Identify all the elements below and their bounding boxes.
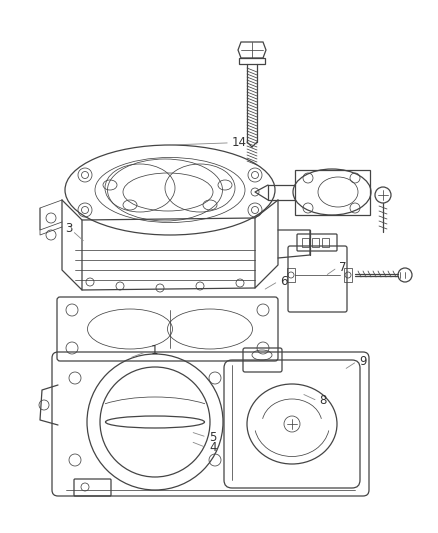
Text: 1: 1 xyxy=(151,344,159,357)
Text: 14: 14 xyxy=(232,136,247,149)
Bar xyxy=(287,268,295,282)
Text: 7: 7 xyxy=(339,261,347,274)
Text: 3: 3 xyxy=(65,222,72,235)
Bar xyxy=(302,238,309,247)
Text: 8: 8 xyxy=(320,394,327,407)
Text: 4: 4 xyxy=(209,441,217,454)
Bar xyxy=(322,238,329,247)
Text: 5: 5 xyxy=(209,431,217,443)
Bar xyxy=(312,238,319,247)
Bar xyxy=(344,268,352,282)
Text: 9: 9 xyxy=(359,355,367,368)
Bar xyxy=(239,58,265,64)
Text: 6: 6 xyxy=(280,275,288,288)
